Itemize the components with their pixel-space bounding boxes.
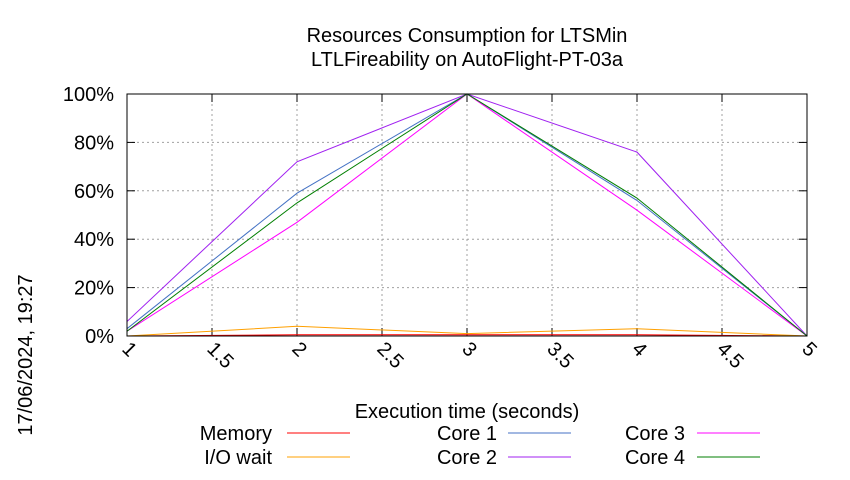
x-tick-label: 3 [457,338,480,361]
y-tick-label: 60% [74,181,114,203]
x-tick-label: 5 [797,338,820,361]
legend-label: Core 2 [437,447,497,469]
plot-frame [126,93,808,337]
x-tick-label: 2.5 [372,338,407,373]
y-tick-label: 0% [85,326,114,348]
series-line-i-o-wait [126,325,808,337]
y-tick-label: 20% [74,278,114,300]
x-tick-label: 4 [627,338,650,361]
timestamp: 17/06/2024, 19:27 [15,274,37,435]
x-axis-label: Execution time (seconds) [355,401,580,423]
y-axis: 0% 20% 40% 60% 80% 100% [63,84,807,348]
grid [127,94,807,336]
x-tick-label: 4.5 [712,338,747,373]
chart-title: Resources Consumption for LTSMin [307,25,628,47]
x-tick-label: 2 [287,338,310,361]
y-tick-label: 100% [63,84,114,106]
x-axis: 1 1.5 2 2.5 3 3.5 4 4.5 5 [117,94,821,373]
series-line-memory [126,334,808,337]
legend-label: I/O wait [204,447,272,469]
y-tick-label: 80% [74,132,114,154]
legend-label: Core 1 [437,423,497,445]
chart-subtitle: LTLFireability on AutoFlight-PT-03a [311,49,624,71]
legend-label: Memory [200,423,272,445]
y-tick-label: 40% [74,229,114,251]
x-tick-label: 1.5 [202,338,237,373]
x-tick-label: 3.5 [542,338,577,373]
x-tick-label: 1 [117,338,140,361]
legend-label: Core 4 [625,447,685,469]
legend-label: Core 3 [625,423,685,445]
